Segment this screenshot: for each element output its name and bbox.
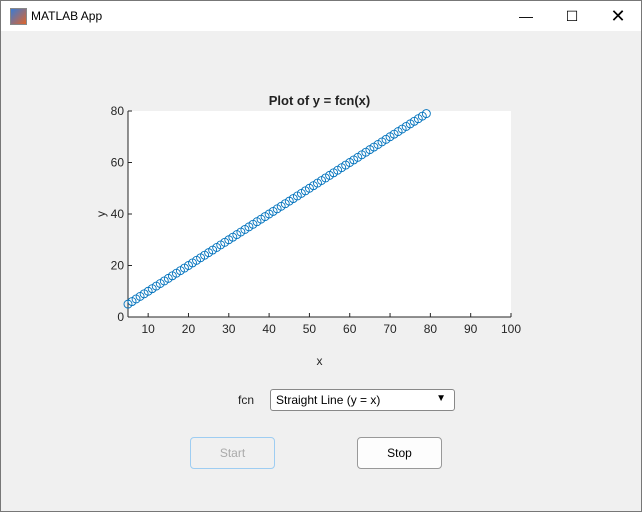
x-tick-label: 50 [303, 322, 317, 336]
x-tick-label: 100 [501, 322, 521, 336]
dropdown-arrow-icon: ▼ [436, 393, 446, 404]
x-tick-label: 20 [182, 322, 196, 336]
window-title: MATLAB App [31, 9, 103, 23]
y-tick-label: 40 [111, 207, 125, 221]
fcn-dropdown[interactable]: Straight Line (y = x) ▼ [270, 389, 455, 411]
plot-area [128, 111, 511, 317]
x-tick-label: 10 [141, 322, 155, 336]
close-icon[interactable]: ✕ [610, 6, 626, 26]
x-tick-label: 70 [383, 322, 397, 336]
chart-title: Plot of y = fcn(x) [269, 93, 370, 108]
x-tick-label: 60 [343, 322, 357, 336]
y-tick-label: 60 [111, 156, 125, 170]
matlab-logo-icon [10, 8, 27, 25]
minimize-icon[interactable]: — [519, 8, 533, 24]
stop-button[interactable]: Stop [357, 437, 442, 469]
y-axis-label: y [94, 211, 108, 217]
fcn-label: fcn [238, 393, 255, 407]
y-tick-label: 20 [111, 259, 125, 273]
x-tick-label: 30 [222, 322, 236, 336]
x-tick-label: 90 [464, 322, 478, 336]
start-button[interactable]: Start [190, 437, 275, 469]
data-point [421, 109, 431, 119]
title-bar: MATLAB App — ☐ ✕ [1, 1, 641, 31]
y-tick-label: 0 [117, 310, 124, 324]
x-tick-label: 40 [262, 322, 276, 336]
y-tick-label: 80 [111, 104, 125, 118]
maximize-icon[interactable]: ☐ [565, 8, 579, 24]
x-axis-label: x [317, 354, 323, 368]
x-tick-label: 80 [424, 322, 438, 336]
fcn-dropdown-value: Straight Line (y = x) [276, 393, 381, 407]
